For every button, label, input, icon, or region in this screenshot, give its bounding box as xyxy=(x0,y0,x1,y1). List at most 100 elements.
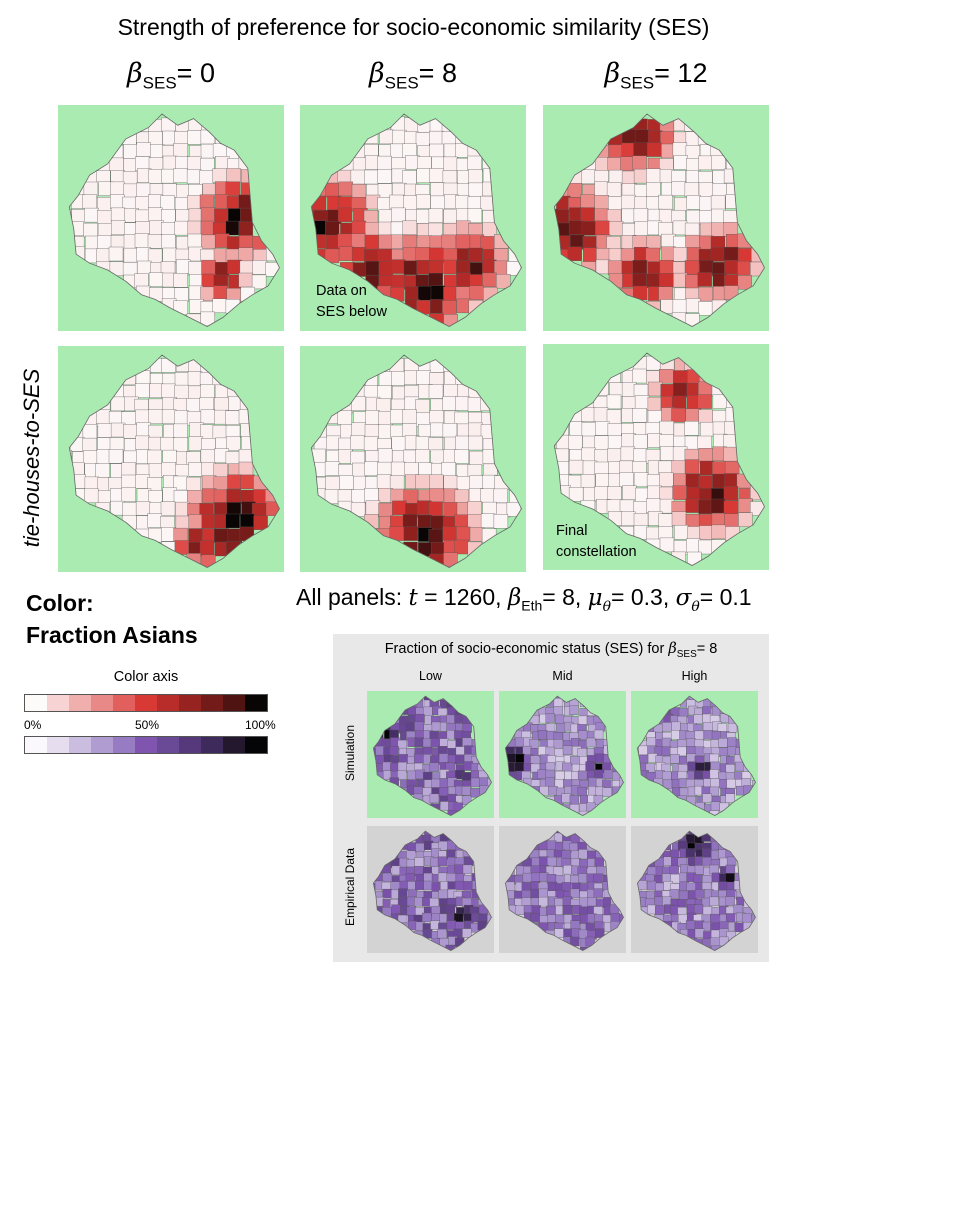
map-district xyxy=(96,449,112,464)
column-header-ses-0: βSES= 0 xyxy=(127,58,215,93)
map-district xyxy=(723,246,739,262)
map-district xyxy=(200,449,216,464)
map-district xyxy=(111,220,126,235)
map-district xyxy=(338,181,353,197)
map-district xyxy=(97,490,113,505)
map-district xyxy=(595,157,610,172)
map-district xyxy=(188,208,204,223)
map-district xyxy=(378,234,393,250)
map-district xyxy=(633,448,648,463)
map-district xyxy=(684,260,700,275)
map-district xyxy=(562,745,573,755)
map-district xyxy=(581,407,596,422)
map-district xyxy=(607,157,622,172)
map-district xyxy=(423,872,433,883)
map-district xyxy=(225,513,240,529)
map-district xyxy=(684,459,700,474)
map-district xyxy=(441,462,456,477)
map-district xyxy=(569,421,584,436)
map-district xyxy=(646,498,661,513)
column-header-ses-12: βSES= 12 xyxy=(604,58,708,93)
map-district xyxy=(562,905,572,915)
map-district xyxy=(174,372,190,387)
map-district xyxy=(694,770,704,780)
colorbar-purple-swatch xyxy=(179,737,201,753)
map-district xyxy=(467,501,482,516)
map-district xyxy=(402,514,418,529)
map-district xyxy=(685,408,700,423)
map-district xyxy=(637,880,648,890)
map-district xyxy=(595,259,611,275)
map-district xyxy=(724,461,740,476)
map-outline xyxy=(68,113,280,327)
map-district xyxy=(429,130,444,146)
map-district xyxy=(671,460,686,475)
map-district xyxy=(514,762,525,772)
map-district xyxy=(710,247,726,262)
map-district xyxy=(480,513,496,528)
map-district xyxy=(123,144,138,159)
map-district xyxy=(659,369,674,384)
colorbar-red-swatch xyxy=(69,695,91,711)
map-district xyxy=(633,472,649,487)
map-district xyxy=(578,849,588,859)
map-district xyxy=(553,698,564,708)
map-district xyxy=(199,397,214,412)
map-district xyxy=(632,368,647,384)
map-district xyxy=(430,195,445,211)
map-district xyxy=(470,777,481,788)
map-district xyxy=(685,473,701,489)
map-district xyxy=(186,476,201,492)
map-district xyxy=(553,706,563,716)
map-district xyxy=(407,770,417,781)
map-district xyxy=(265,501,280,516)
map-district xyxy=(621,208,636,224)
map-district xyxy=(545,777,555,787)
map-district xyxy=(390,461,406,477)
map-district xyxy=(710,801,721,811)
map-district xyxy=(699,525,714,540)
map-district xyxy=(160,437,175,452)
map-district xyxy=(710,778,720,788)
choropleth-map xyxy=(631,826,758,953)
map-district xyxy=(187,195,202,210)
map-district xyxy=(661,737,672,748)
map-district xyxy=(200,207,216,222)
map-district xyxy=(405,722,415,732)
map-district xyxy=(227,259,242,275)
map-district xyxy=(679,787,690,798)
map-district xyxy=(674,197,689,212)
map-district xyxy=(646,737,656,747)
map-district xyxy=(429,143,444,159)
map-district xyxy=(442,170,458,185)
map-district xyxy=(428,272,443,288)
map-district xyxy=(121,487,136,502)
map-district xyxy=(391,371,406,386)
map-district xyxy=(738,512,753,527)
map-district xyxy=(188,436,204,451)
map-district xyxy=(414,897,424,907)
map-district xyxy=(447,740,457,750)
map-district xyxy=(429,488,444,503)
map-district xyxy=(555,770,565,781)
map-district xyxy=(742,913,752,923)
map-district xyxy=(148,409,163,424)
map-district xyxy=(148,272,164,287)
map-district xyxy=(240,513,255,529)
map-district xyxy=(391,259,406,274)
map-district xyxy=(174,384,189,400)
choropleth-map xyxy=(499,826,626,953)
map-district xyxy=(686,753,696,763)
map-district xyxy=(186,169,202,184)
map-district xyxy=(671,181,686,196)
map-district xyxy=(462,864,473,875)
map-district xyxy=(607,423,623,438)
map-district xyxy=(685,234,700,250)
map-district xyxy=(480,488,495,503)
map-district xyxy=(429,762,439,772)
map-district xyxy=(570,888,580,899)
map-district xyxy=(568,220,584,235)
map-district xyxy=(593,888,604,898)
map-district xyxy=(686,538,701,553)
map-district xyxy=(678,890,689,901)
